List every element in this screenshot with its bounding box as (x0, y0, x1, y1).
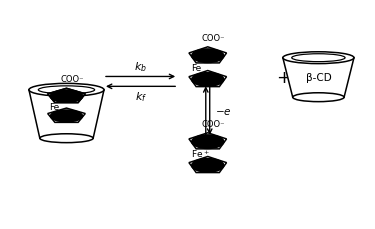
Ellipse shape (283, 52, 354, 64)
Ellipse shape (40, 134, 93, 143)
Ellipse shape (191, 49, 225, 64)
Ellipse shape (50, 110, 83, 123)
Ellipse shape (38, 87, 94, 94)
Text: Fe: Fe (49, 102, 59, 111)
Text: Fe$^+$: Fe$^+$ (191, 148, 210, 160)
Polygon shape (29, 90, 104, 139)
Ellipse shape (191, 134, 225, 150)
Ellipse shape (50, 90, 83, 104)
Text: Fe: Fe (191, 64, 201, 73)
Ellipse shape (191, 158, 225, 173)
Polygon shape (283, 58, 354, 98)
Text: COO⁻: COO⁻ (202, 34, 225, 43)
Text: +: + (276, 69, 291, 87)
Text: $k_{\mathregular{b}}$: $k_{\mathregular{b}}$ (134, 60, 147, 74)
Text: COO⁻: COO⁻ (202, 119, 225, 128)
Text: COO⁻: COO⁻ (61, 75, 84, 84)
Ellipse shape (29, 84, 104, 97)
Ellipse shape (50, 90, 83, 104)
Ellipse shape (191, 73, 225, 88)
Ellipse shape (292, 55, 345, 62)
Text: $- e$: $- e$ (214, 106, 231, 116)
Ellipse shape (293, 93, 344, 102)
Text: β-CD: β-CD (306, 73, 331, 83)
Text: $k_{\mathregular{f}}$: $k_{\mathregular{f}}$ (135, 90, 147, 104)
